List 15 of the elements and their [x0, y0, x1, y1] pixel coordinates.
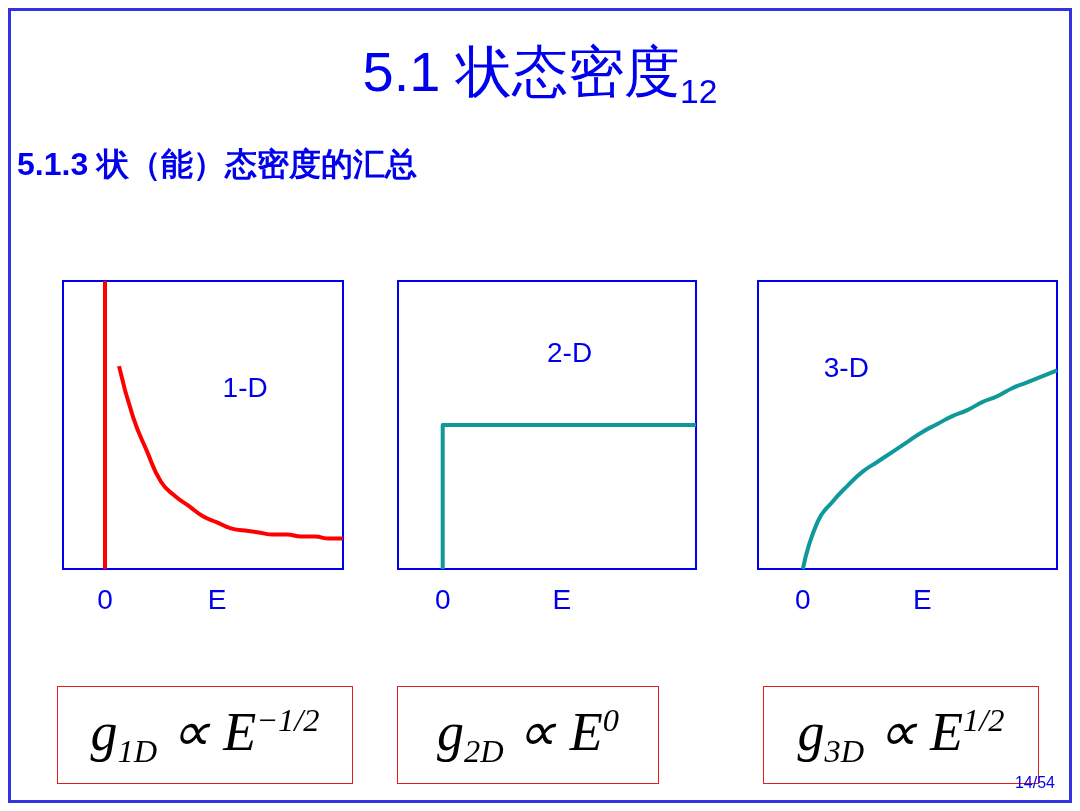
text: 14/54 [1014, 774, 1055, 792]
text: g$_{3D}$ ∝ E$^{1/2}$ [797, 701, 1005, 770]
text: 5.1 状态密度$_{12}$ [361, 39, 719, 112]
x-tick-label: 0 [434, 583, 451, 615]
annotation: 3-D [823, 351, 869, 383]
x-tick-label: 0 [795, 583, 811, 615]
annotation: 1-D [222, 371, 268, 403]
x-tick-label: E [207, 583, 227, 615]
text: 2-D [547, 337, 593, 369]
text: g$_{1D}$ ∝ E$^{−1/2}$ [90, 701, 320, 770]
x-tick-label: 0 [97, 583, 113, 615]
chart-subtitle: 5.1.3 状（能）态密度的汇总 [17, 145, 418, 184]
x-tick-label: E [552, 583, 572, 615]
x-tick-label: E [913, 583, 932, 615]
text: g$_{2D}$ ∝ E$^{0}$ [437, 701, 619, 770]
